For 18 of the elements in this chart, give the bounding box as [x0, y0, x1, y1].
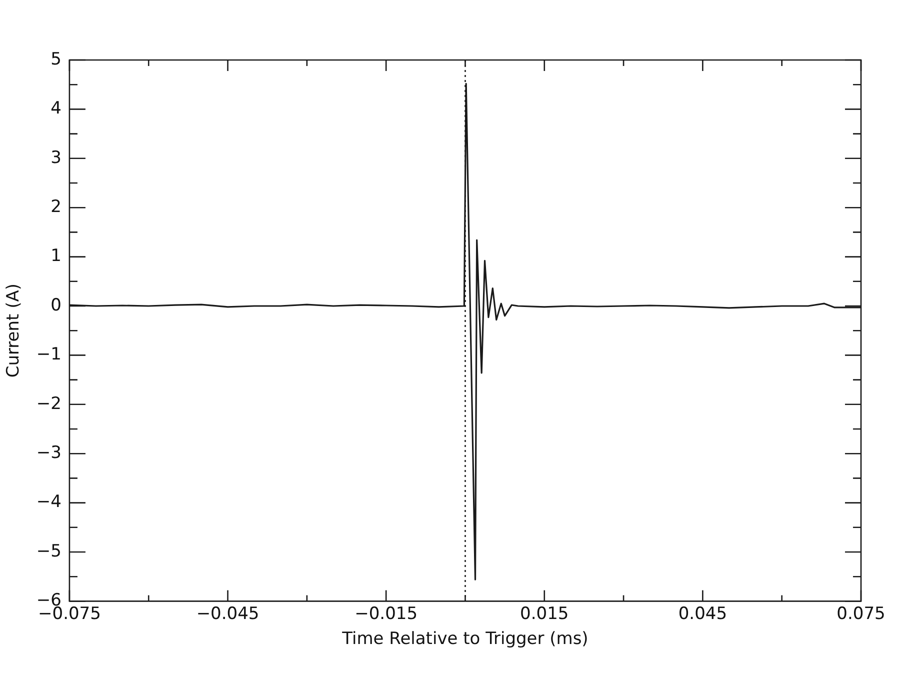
y-tick-label: −3 [36, 443, 62, 464]
x-tick-label: 0.045 [678, 604, 728, 624]
y-tick-label: 0 [50, 295, 62, 316]
y-tick-label: −4 [36, 492, 62, 512]
y-tick-label: −1 [36, 344, 62, 365]
y-tick-label: 5 [50, 49, 62, 70]
x-axis-title: Time Relative to Trigger (ms) [341, 629, 588, 650]
y-tick-label: −5 [36, 541, 62, 562]
x-tick-label: 0.015 [520, 604, 569, 624]
x-tick-label: 0.075 [836, 604, 886, 624]
y-tick-label: 4 [50, 98, 62, 119]
x-tick-label: −0.045 [196, 604, 260, 624]
y-tick-label: 1 [50, 246, 62, 266]
x-tick-label: −0.015 [354, 604, 418, 624]
y-tick-label: −2 [36, 394, 62, 414]
y-axis-title: Current (A) [4, 284, 24, 378]
y-tick-label: 2 [50, 197, 62, 218]
y-tick-label: 3 [50, 148, 62, 168]
